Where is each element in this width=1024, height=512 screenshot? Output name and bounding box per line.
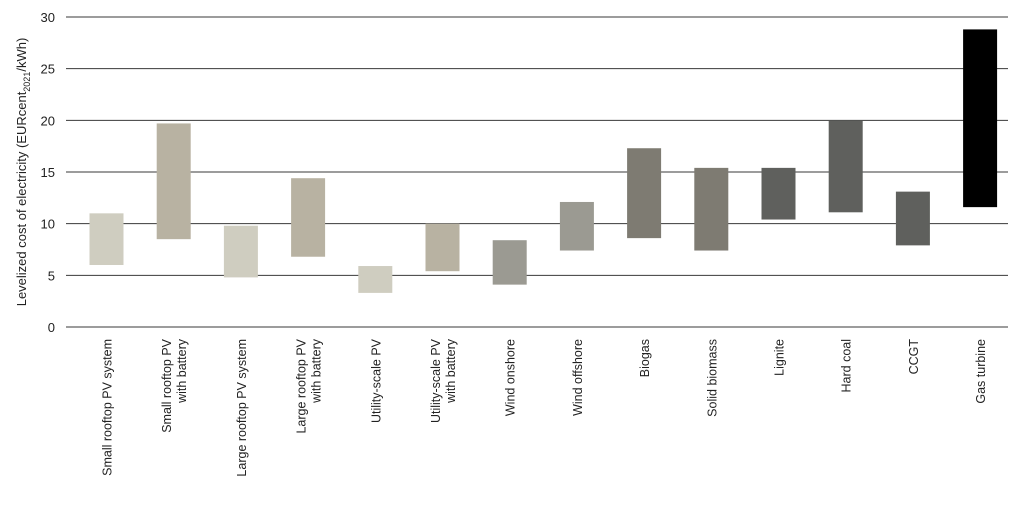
x-category-label-line: Solid biomass (705, 339, 719, 417)
x-category-label: Solid biomass (705, 339, 719, 417)
x-category-label: Wind offshore (571, 339, 585, 416)
y-axis-title: Levelized cost of electricity (EURcent20… (14, 38, 32, 307)
x-category-label: Large rooftop PV with battery (295, 338, 324, 433)
x-category-label: Small rooftop PV with battery (160, 338, 189, 433)
x-category-label-line: Small rooftop PV (160, 338, 174, 432)
range-bar (828, 120, 863, 213)
y-tick-label: 15 (41, 165, 55, 180)
range-bar (963, 29, 998, 208)
x-category-label: CCGT (907, 339, 921, 375)
x-category-label-line: Small rooftop PV system (101, 339, 115, 476)
x-category-label-line: with battery (310, 338, 324, 404)
range-bar (358, 266, 393, 293)
range-bar (761, 167, 796, 220)
x-category-label: Hard coal (840, 339, 854, 393)
x-category-label: Biogas (638, 339, 652, 377)
x-category-label: Wind onshore (504, 339, 518, 416)
x-category-label-line: Hard coal (840, 339, 854, 393)
range-bar (291, 178, 326, 257)
x-category-label-line: Wind onshore (504, 339, 518, 416)
gridlines (66, 16, 1008, 328)
x-category-label-line: Wind offshore (571, 339, 585, 416)
x-category-label: Utility-scale PV with battery (429, 338, 458, 423)
y-tick-label: 25 (41, 62, 55, 77)
x-category-label-line: Large rooftop PV (295, 338, 309, 433)
x-category-label-line: Biogas (638, 339, 652, 377)
y-tick-label: 10 (41, 217, 55, 232)
x-category-label: Lignite (773, 339, 787, 376)
x-category-labels: Small rooftop PV system Small rooftop PV w… (101, 338, 989, 476)
range-bar (492, 240, 527, 285)
y-tick-labels: 0 5 10 15 20 25 30 (41, 10, 55, 335)
x-category-label-line: Lignite (773, 339, 787, 376)
x-category-label: Small rooftop PV system (101, 339, 115, 476)
x-category-label: Gas turbine (974, 339, 988, 404)
y-tick-label: 0 (48, 320, 55, 335)
bars (89, 29, 998, 293)
x-category-label-line: Utility-scale PV (429, 338, 443, 423)
x-category-label-line: Gas turbine (974, 339, 988, 404)
range-bar (425, 223, 460, 272)
x-category-label-line: with battery (444, 338, 458, 404)
range-bar (627, 148, 662, 239)
x-category-label-line: Utility-scale PV (369, 338, 383, 423)
range-bar (89, 213, 124, 265)
range-bar (694, 167, 729, 251)
y-tick-label: 20 (41, 113, 55, 128)
range-bar (895, 191, 930, 246)
x-category-label: Large rooftop PV system (235, 339, 249, 477)
range-bar (559, 201, 594, 251)
x-category-label: Utility-scale PV (369, 338, 383, 423)
x-category-label-line: Large rooftop PV system (235, 339, 249, 477)
range-bar (223, 225, 258, 278)
y-tick-label: 30 (41, 10, 55, 25)
range-bar (156, 123, 191, 240)
x-category-label-line: CCGT (907, 339, 921, 375)
x-category-label-line: with battery (175, 338, 189, 404)
y-tick-label: 5 (48, 268, 55, 283)
